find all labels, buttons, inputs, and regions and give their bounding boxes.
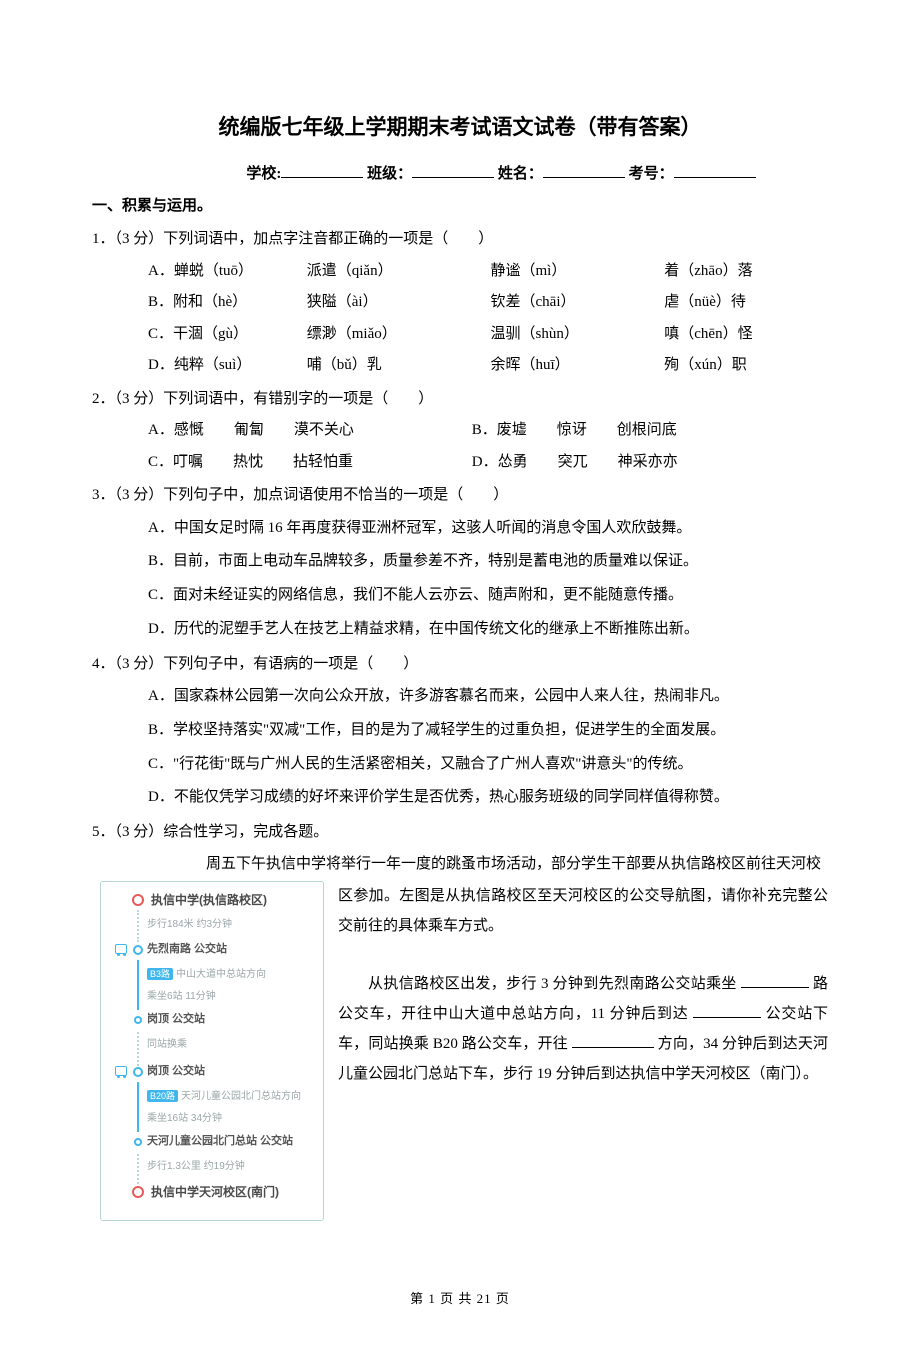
stop-dot-icon [134, 1138, 142, 1146]
route-s3-dir: B20路天河儿童公园北门总站方向 [111, 1088, 313, 1104]
start-marker-icon [132, 894, 144, 906]
meta-name-label: 姓名： [498, 166, 543, 182]
q5-stem: 5．（3 分）综合性学习，完成各题。 [92, 817, 828, 849]
route-transfer: 同站换乘 [111, 1036, 313, 1052]
route-dest: 执信中学天河校区(南门) [147, 1185, 279, 1199]
blank-class[interactable] [412, 162, 494, 179]
exam-page: 统编版七年级上学期期末考试语文试卷（带有答案） 学校: 班级： 姓名： 考号： … [0, 0, 920, 1352]
route-s3-direction: 天河儿童公园北门总站方向 [181, 1091, 301, 1102]
question-3: 3．（3 分）下列句子中，加点词语使用不恰当的一项是（ ） A．中国女足时隔 1… [92, 480, 828, 647]
doc-title: 统编版七年级上学期期末考试语文试卷（带有答案） [92, 105, 828, 149]
stop-dot-icon [134, 1016, 142, 1024]
q1-c-4: 嗔（chēn）怪 [664, 319, 829, 351]
q1-b-3: 钦差（chāi） [491, 287, 661, 319]
meta-class-label: 班级： [367, 166, 412, 182]
q1-d-1: D．纯粹（suì） [148, 350, 303, 382]
q1-b-1: B．附和（hè） [148, 287, 303, 319]
q1-b-2: 狭隘（ài） [307, 287, 487, 319]
bus-icon [115, 1066, 127, 1076]
q5-right2: 从执信路校区出发，步行 3 分钟到先烈南路公交站乘坐 路公交车，开往中山大道中总… [338, 969, 828, 1089]
route-stop1: 先烈南路 公交站 [147, 943, 227, 955]
q1-d-3: 余晖（huī） [491, 350, 661, 382]
bus-icon [115, 944, 127, 954]
q2-opt-d[interactable]: D．怂勇 突兀 神采亦亦 [472, 447, 792, 479]
q2-opt-b[interactable]: B．废墟 惊讶 创根问底 [472, 415, 792, 447]
stop-dot-icon [133, 1067, 143, 1077]
blank-direction[interactable] [572, 1033, 654, 1048]
route-s1-dir: B3路中山大道中总站方向 [111, 966, 313, 982]
q4-opt-b[interactable]: B．学校坚持落实"双减"工作，目的是为了减轻学生的过重负担，促进学生的全面发展。 [148, 714, 828, 748]
q5-text: 区参加。左图是从执信路校区至天河校区的公交导航图，请你补充完整公交前往的具体乘车… [338, 881, 828, 1089]
q1-c-3: 温驯（shùn） [491, 319, 661, 351]
route-start: 执信中学(执信路校区) [147, 893, 267, 907]
route-s1-direction: 中山大道中总站方向 [176, 969, 266, 980]
meta-school-label: 学校: [246, 166, 281, 182]
q1-d-2: 哺（bǔ）乳 [307, 350, 487, 382]
q2-options: A．感慨 匍匐 漠不关心 B．废墟 惊讶 创根问底 C．叮嘱 热忱 拈轻怕重 D… [148, 415, 828, 478]
question-5: 5．（3 分）综合性学习，完成各题。 周五下午执信中学将举行一年一度的跳蚤市场活… [92, 817, 828, 1221]
end-marker-icon [132, 1186, 144, 1198]
q4-opt-d[interactable]: D．不能仅凭学习成绩的好坏来评价学生是否优秀，热心服务班级的同学同样值得称赞。 [148, 781, 828, 815]
q2-opt-c[interactable]: C．叮嘱 热忱 拈轻怕重 [148, 447, 468, 479]
q5-intro: 周五下午执信中学将举行一年一度的跳蚤市场活动，部分学生干部要从执信路校区前往天河… [176, 849, 828, 879]
blank-school[interactable] [281, 162, 363, 179]
q1-c-1: C．干涸（gù） [148, 319, 303, 351]
q5-r2a: 从执信路校区出发，步行 3 分钟到先烈南路公交站乘坐 [368, 976, 741, 992]
q3-opt-a[interactable]: A．中国女足时隔 16 年再度获得亚洲杯冠军，这骇人听闻的消息令国人欢欣鼓舞。 [148, 512, 828, 546]
route-badge-b20: B20路 [147, 1090, 178, 1102]
stop-dot-icon [133, 945, 143, 955]
q1-b-4: 虐（nüè）待 [664, 287, 829, 319]
blank-stop-name[interactable] [693, 1003, 761, 1018]
q1-opt-a[interactable]: A．蝉蜕（tuō） 派遣（qiǎn） 静谧（mì） 着（zhāo）落 [148, 256, 828, 288]
q4-stem: 4．（3 分）下列句子中，有语病的一项是（ ） [92, 649, 828, 681]
q3-opt-d[interactable]: D．历代的泥塑手艺人在技艺上精益求精，在中国传统文化的继承上不断推陈出新。 [148, 613, 828, 647]
section-heading: 一、积累与运用。 [92, 191, 828, 223]
route-walk2: 步行1.3公里 约19分钟 [111, 1158, 313, 1174]
blank-examno[interactable] [674, 162, 756, 179]
q5-right1: 区参加。左图是从执信路校区至天河校区的公交导航图，请你补充完整公交前往的具体乘车… [338, 881, 828, 941]
route-s3-time: 乘坐16站 34分钟 [111, 1110, 313, 1126]
blank-route-number[interactable] [741, 973, 809, 988]
q3-opt-b[interactable]: B．目前，市面上电动车品牌较多，质量参差不齐，特别是蓄电池的质量难以保证。 [148, 545, 828, 579]
q1-a-4: 着（zhāo）落 [664, 256, 829, 288]
route-badge-b3: B3路 [147, 968, 173, 980]
route-stop2: 岗顶 公交站 [147, 1013, 205, 1025]
route-stop3: 岗顶 公交站 [147, 1065, 205, 1077]
q4-opt-a[interactable]: A．国家森林公园第一次向公众开放，许多游客慕名而来，公园中人来人往，热闹非凡。 [148, 680, 828, 714]
blank-name[interactable] [543, 162, 625, 179]
q3-opt-c[interactable]: C．面对未经证实的网络信息，我们不能人云亦云、随声附和，更不能随意传播。 [148, 579, 828, 613]
q4-opt-c[interactable]: C．"行花街"既与广州人民的生活紧密相关，又融合了广州人喜欢"讲意头"的传统。 [148, 748, 828, 782]
q1-a-1: A．蝉蜕（tuō） [148, 256, 303, 288]
question-2: 2．（3 分）下列词语中，有错别字的一项是（ ） A．感慨 匍匐 漠不关心 B．… [92, 384, 828, 479]
q1-c-2: 缥渺（miǎo） [307, 319, 487, 351]
q1-stem: 1．（3 分）下列词语中，加点字注音都正确的一项是（ ） [92, 224, 828, 256]
meta-examno-label: 考号： [629, 166, 674, 182]
q2-stem: 2．（3 分）下列词语中，有错别字的一项是（ ） [92, 384, 828, 416]
question-4: 4．（3 分）下列句子中，有语病的一项是（ ） A．国家森林公园第一次向公众开放… [92, 649, 828, 816]
question-1: 1．（3 分）下列词语中，加点字注音都正确的一项是（ ） A．蝉蜕（tuō） 派… [92, 224, 828, 382]
meta-row: 学校: 班级： 姓名： 考号： [174, 159, 828, 191]
route-walk1: 步行184米 约3分钟 [111, 916, 313, 932]
q1-options: A．蝉蜕（tuō） 派遣（qiǎn） 静谧（mì） 着（zhāo）落 B．附和（… [148, 256, 828, 382]
bus-route-diagram: 执信中学(执信路校区) 步行184米 约3分钟 先烈南路 公交站 [100, 881, 324, 1221]
q1-a-3: 静谧（mì） [491, 256, 661, 288]
page-footer: 第 1 页 共 21 页 [92, 1285, 828, 1312]
route-s1-time: 乘坐6站 11分钟 [111, 988, 313, 1004]
route-stop4: 天河儿童公园北门总站 公交站 [147, 1135, 293, 1147]
q1-opt-c[interactable]: C．干涸（gù） 缥渺（miǎo） 温驯（shùn） 嗔（chēn）怪 [148, 319, 828, 351]
q1-a-2: 派遣（qiǎn） [307, 256, 487, 288]
q1-opt-d[interactable]: D．纯粹（suì） 哺（bǔ）乳 余晖（huī） 殉（xún）职 [148, 350, 828, 382]
q1-d-4: 殉（xún）职 [664, 350, 829, 382]
q1-opt-b[interactable]: B．附和（hè） 狭隘（ài） 钦差（chāi） 虐（nüè）待 [148, 287, 828, 319]
q2-opt-a[interactable]: A．感慨 匍匐 漠不关心 [148, 415, 468, 447]
q3-stem: 3．（3 分）下列句子中，加点词语使用不恰当的一项是（ ） [92, 480, 828, 512]
